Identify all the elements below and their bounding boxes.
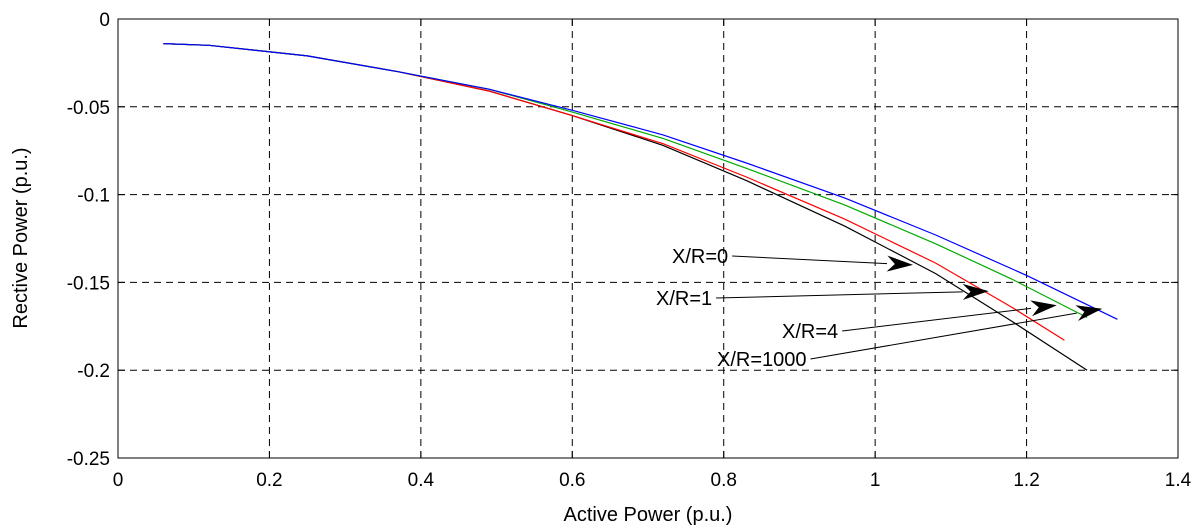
series-layer xyxy=(163,43,1118,371)
plot-area xyxy=(117,18,1179,459)
annotation-label: X/R=0 xyxy=(672,246,728,268)
axis-layer: 0 0.2 0.4 0.6 0.8 1 1.2 1.4 0 -0.05 -0.1 -0.15 -0.2 -… xyxy=(67,10,1192,491)
annotation-arrowhead xyxy=(1075,305,1103,322)
annotation-label: X/R=1000 xyxy=(717,349,807,371)
x-tick-label: 0.8 xyxy=(711,470,737,491)
x-tick-label: 1.2 xyxy=(1013,470,1039,491)
x-tick-label: 0.6 xyxy=(559,470,585,491)
grid-layer xyxy=(118,19,1178,458)
annotation-arrow-line xyxy=(810,312,1077,360)
y-tick-label: -0.2 xyxy=(77,361,110,382)
x-tick-label: 1 xyxy=(870,470,881,491)
y-tick-label: -0.25 xyxy=(67,449,110,470)
annotation-arrowhead xyxy=(886,255,913,272)
annotation-arrow-line xyxy=(732,255,888,265)
annotation-label: X/R=4 xyxy=(782,321,838,343)
series-line-x-r-1000 xyxy=(163,43,1118,320)
annotation-arrowhead xyxy=(962,283,989,300)
annotation-label: X/R=1 xyxy=(656,288,712,310)
y-tick-label: -0.05 xyxy=(67,98,110,119)
x-tick-label: 1.4 xyxy=(1165,470,1192,491)
x-axis-label: Active Power (p.u.) xyxy=(564,504,733,526)
y-tick-label: -0.1 xyxy=(77,186,110,207)
y-tick-label: 0 xyxy=(99,10,110,31)
annotation-layer: X/R=0 X/R=1 X/R=4 X/R=1000 xyxy=(656,246,1103,371)
x-tick-label: 0 xyxy=(113,470,124,491)
y-tick-label: -0.15 xyxy=(67,273,110,294)
annotation-arrow-line xyxy=(842,307,1032,332)
x-tick-label: 0.4 xyxy=(408,470,435,491)
annotation-arrow-line xyxy=(716,291,963,299)
y-axis-label: Rective Power (p.u.) xyxy=(10,147,32,328)
annotation-arrowhead xyxy=(1030,300,1057,317)
x-tick-label: 0.2 xyxy=(256,470,282,491)
